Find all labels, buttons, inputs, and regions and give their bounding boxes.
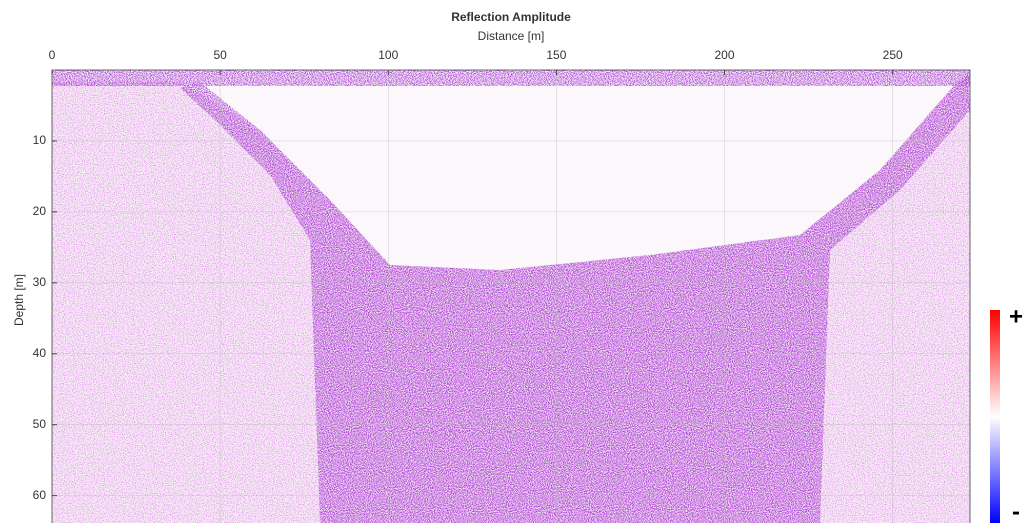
- colorbar-label: -: [1012, 498, 1020, 523]
- y-tick-label: 50: [33, 417, 47, 431]
- x-tick-label: 50: [213, 48, 227, 62]
- y-tick-label: 10: [33, 133, 47, 147]
- y-axis-label: Depth [m]: [12, 274, 26, 326]
- chart-title: Reflection Amplitude: [451, 10, 571, 24]
- colorbar: [990, 310, 1000, 523]
- y-tick-label: 20: [33, 204, 47, 218]
- x-tick-label: 0: [49, 48, 56, 62]
- x-tick-label: 200: [715, 48, 735, 62]
- x-axis-label: Distance [m]: [478, 29, 545, 43]
- y-tick-label: 40: [33, 346, 47, 360]
- x-tick-label: 150: [546, 48, 566, 62]
- colorbar-label: +: [1009, 303, 1023, 330]
- chart: Reflection Amplitude Distance [m] Depth …: [0, 0, 1023, 523]
- x-tick-label: 250: [883, 48, 903, 62]
- surface-band: [52, 70, 970, 86]
- y-tick-label: 30: [33, 275, 47, 289]
- y-tick-label: 60: [33, 488, 47, 502]
- radargram: [52, 70, 970, 523]
- x-tick-label: 100: [378, 48, 398, 62]
